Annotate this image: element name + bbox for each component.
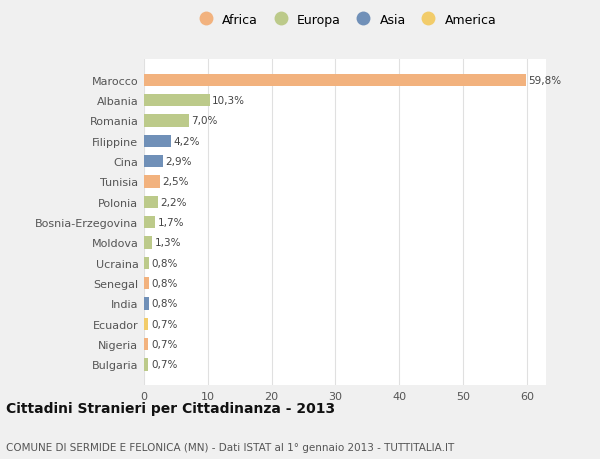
Bar bbox=[144, 358, 148, 371]
Bar bbox=[144, 156, 163, 168]
Text: 2,9%: 2,9% bbox=[165, 157, 191, 167]
Text: 59,8%: 59,8% bbox=[528, 76, 561, 85]
Text: 7,0%: 7,0% bbox=[191, 116, 218, 126]
Bar bbox=[144, 237, 152, 249]
Bar bbox=[144, 135, 171, 147]
Bar bbox=[144, 257, 149, 269]
Bar bbox=[144, 115, 188, 127]
Text: 0,8%: 0,8% bbox=[152, 279, 178, 288]
Bar bbox=[144, 196, 158, 208]
Bar bbox=[144, 176, 160, 188]
Text: 0,8%: 0,8% bbox=[152, 299, 178, 309]
Text: 0,8%: 0,8% bbox=[152, 258, 178, 268]
Text: 0,7%: 0,7% bbox=[151, 339, 178, 349]
Text: 2,2%: 2,2% bbox=[161, 197, 187, 207]
Text: 4,2%: 4,2% bbox=[173, 136, 200, 146]
Text: 0,7%: 0,7% bbox=[151, 360, 178, 369]
Text: 1,7%: 1,7% bbox=[157, 218, 184, 228]
Bar bbox=[144, 318, 148, 330]
Text: Cittadini Stranieri per Cittadinanza - 2013: Cittadini Stranieri per Cittadinanza - 2… bbox=[6, 402, 335, 415]
Text: 0,7%: 0,7% bbox=[151, 319, 178, 329]
Legend: Africa, Europa, Asia, America: Africa, Europa, Asia, America bbox=[194, 14, 496, 27]
Text: COMUNE DI SERMIDE E FELONICA (MN) - Dati ISTAT al 1° gennaio 2013 - TUTTITALIA.I: COMUNE DI SERMIDE E FELONICA (MN) - Dati… bbox=[6, 442, 454, 452]
Bar bbox=[144, 217, 155, 229]
Bar bbox=[144, 277, 149, 290]
Text: 1,3%: 1,3% bbox=[155, 238, 181, 248]
Bar bbox=[144, 74, 526, 87]
Bar bbox=[144, 338, 148, 351]
Text: 10,3%: 10,3% bbox=[212, 96, 245, 106]
Bar bbox=[144, 95, 210, 107]
Text: 2,5%: 2,5% bbox=[163, 177, 189, 187]
Bar bbox=[144, 298, 149, 310]
